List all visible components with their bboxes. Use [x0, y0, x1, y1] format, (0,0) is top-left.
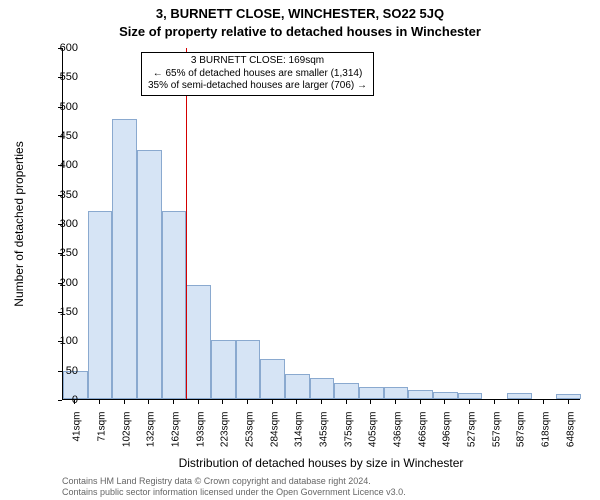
histogram-bar: [88, 211, 113, 399]
chart-title-subtitle: Size of property relative to detached ho…: [0, 24, 600, 39]
x-tick-mark: [420, 400, 421, 404]
x-tick-label: 253sqm: [245, 412, 256, 462]
y-axis-label-wrap: Number of detached properties: [12, 48, 26, 400]
y-tick-label: 0: [42, 394, 78, 406]
x-tick-label: 405sqm: [368, 412, 379, 462]
x-tick-label: 71sqm: [97, 412, 108, 462]
x-tick-label: 496sqm: [442, 412, 453, 462]
y-tick-label: 250: [42, 247, 78, 259]
x-tick-mark: [321, 400, 322, 404]
histogram-bar: [458, 393, 483, 399]
x-tick-mark: [74, 400, 75, 404]
x-tick-label: 102sqm: [121, 412, 132, 462]
chart-root: 3, BURNETT CLOSE, WINCHESTER, SO22 5JQ S…: [0, 0, 600, 500]
y-tick-label: 200: [42, 277, 78, 289]
footer-attribution: Contains HM Land Registry data © Crown c…: [62, 476, 590, 497]
histogram-bar: [285, 374, 310, 399]
x-tick-mark: [370, 400, 371, 404]
x-tick-label: 587sqm: [516, 412, 527, 462]
histogram-bar: [384, 387, 409, 399]
annotation-line: ← 65% of detached houses are smaller (1,…: [148, 68, 367, 81]
x-tick-label: 193sqm: [195, 412, 206, 462]
x-tick-mark: [124, 400, 125, 404]
x-tick-mark: [494, 400, 495, 404]
y-axis-label: Number of detached properties: [12, 141, 26, 306]
histogram-bar: [359, 387, 384, 399]
x-tick-label: 223sqm: [220, 412, 231, 462]
y-tick-label: 600: [42, 42, 78, 54]
x-tick-label: 648sqm: [565, 412, 576, 462]
x-tick-mark: [247, 400, 248, 404]
x-tick-mark: [568, 400, 569, 404]
x-tick-label: 436sqm: [393, 412, 404, 462]
x-tick-mark: [346, 400, 347, 404]
x-tick-label: 345sqm: [319, 412, 330, 462]
annotation-box: 3 BURNETT CLOSE: 169sqm← 65% of detached…: [141, 52, 374, 96]
x-tick-mark: [543, 400, 544, 404]
x-tick-mark: [272, 400, 273, 404]
footer-line-1: Contains HM Land Registry data © Crown c…: [62, 476, 590, 486]
histogram-bar: [186, 285, 211, 399]
x-tick-label: 314sqm: [294, 412, 305, 462]
y-tick-label: 50: [42, 365, 78, 377]
x-tick-mark: [148, 400, 149, 404]
x-tick-label: 162sqm: [171, 412, 182, 462]
plot-area: 3 BURNETT CLOSE: 169sqm← 65% of detached…: [62, 48, 580, 400]
chart-title-address: 3, BURNETT CLOSE, WINCHESTER, SO22 5JQ: [0, 6, 600, 21]
x-tick-mark: [222, 400, 223, 404]
annotation-line: 35% of semi-detached houses are larger (…: [148, 80, 367, 93]
annotation-line: 3 BURNETT CLOSE: 169sqm: [148, 55, 367, 68]
histogram-bar: [260, 359, 285, 399]
histogram-bar: [137, 150, 162, 399]
histogram-bar: [112, 119, 137, 399]
histogram-bar: [433, 392, 458, 399]
marker-line: [186, 48, 187, 399]
x-tick-mark: [395, 400, 396, 404]
x-tick-label: 527sqm: [467, 412, 478, 462]
x-tick-label: 375sqm: [343, 412, 354, 462]
y-tick-label: 400: [42, 159, 78, 171]
x-tick-mark: [173, 400, 174, 404]
histogram-bar: [507, 393, 532, 399]
x-tick-label: 284sqm: [269, 412, 280, 462]
y-tick-label: 300: [42, 218, 78, 230]
histogram-bar: [211, 340, 236, 399]
x-tick-mark: [99, 400, 100, 404]
histogram-bar: [162, 211, 187, 399]
x-tick-mark: [444, 400, 445, 404]
histogram-bar: [334, 383, 359, 399]
x-tick-label: 557sqm: [491, 412, 502, 462]
x-tick-label: 41sqm: [72, 412, 83, 462]
histogram-bar: [236, 340, 261, 399]
histogram-bar: [408, 390, 433, 399]
x-tick-mark: [198, 400, 199, 404]
histogram-bar: [310, 378, 335, 399]
x-tick-mark: [518, 400, 519, 404]
x-tick-mark: [469, 400, 470, 404]
x-tick-mark: [296, 400, 297, 404]
x-tick-label: 466sqm: [417, 412, 428, 462]
y-tick-label: 350: [42, 189, 78, 201]
y-tick-label: 550: [42, 71, 78, 83]
x-tick-label: 618sqm: [541, 412, 552, 462]
x-tick-label: 132sqm: [146, 412, 157, 462]
footer-line-2: Contains public sector information licen…: [62, 487, 590, 497]
y-tick-label: 100: [42, 335, 78, 347]
y-tick-label: 500: [42, 101, 78, 113]
histogram-bar: [556, 394, 581, 399]
y-tick-label: 150: [42, 306, 78, 318]
y-tick-label: 450: [42, 130, 78, 142]
